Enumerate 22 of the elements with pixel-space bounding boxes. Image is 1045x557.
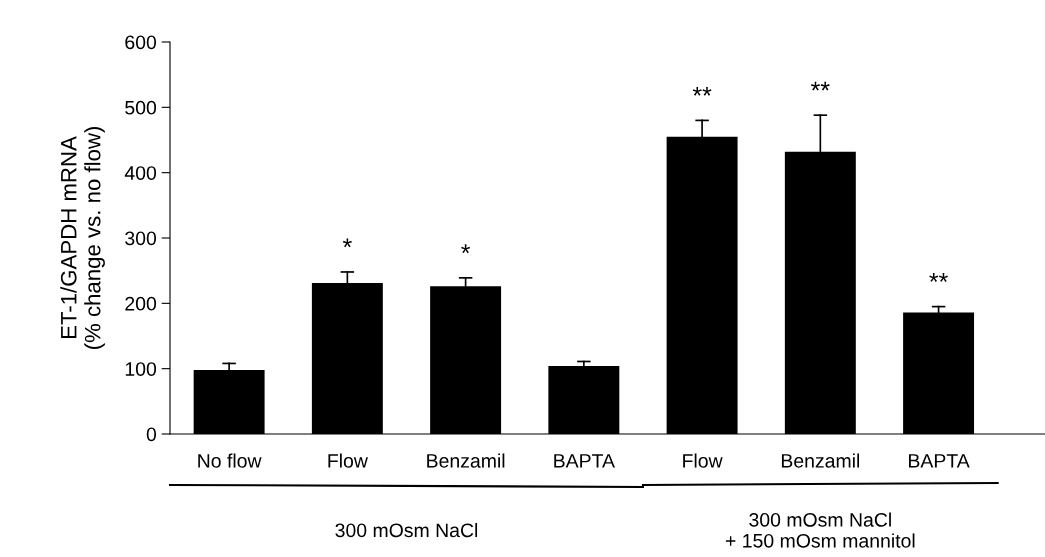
x-tick-label: No flow [198,453,262,468]
x-tick-label: BAPTA [909,454,970,468]
y-tick-label: 400 [124,166,157,180]
data-label: * [342,238,352,248]
y-tick-label: 200 [125,296,157,311]
y-tick-label: 600 [125,35,157,50]
x-tick-label: BAPTA [554,454,615,468]
data-label: ** [929,273,948,282]
data-label: * [461,244,471,254]
y-tick-label: 300 [125,231,157,246]
y-tick-label: 0 [146,427,157,442]
data-label: ** [692,86,712,96]
text: 300 mOsm NaCl + 150 mOsm mannitol [725,512,915,548]
x-tick-label: Benzamil [427,453,505,468]
text: 300 mOsm NaCl [335,522,478,538]
y-tick-label: 500 [125,100,157,115]
y-tick-label: 100 [125,362,157,376]
y-axis-title: ET-1/GAPDH mRNA (% change vs. no flow) [60,126,105,350]
data-label: ** [811,81,830,91]
x-tick-label: Flow [328,453,368,468]
x-tick-label: Flow [683,453,723,468]
x-tick-label: Benzamil [781,453,860,468]
